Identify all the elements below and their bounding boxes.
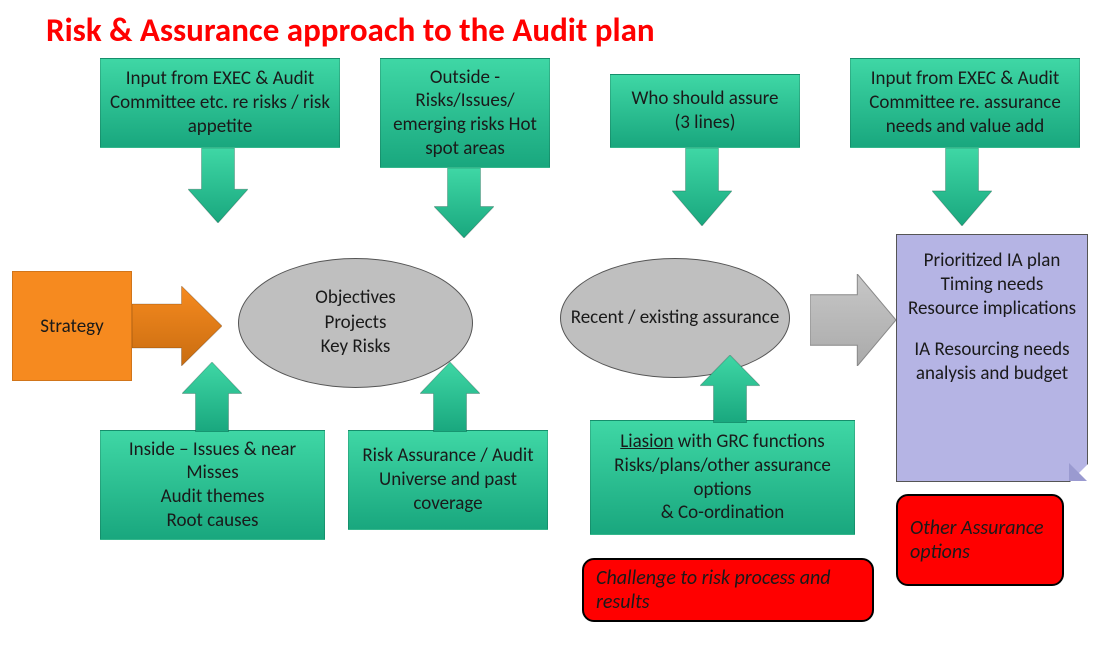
arrow-strategy-right [132, 286, 222, 366]
bottom-box-1-label: Risk Assurance / Audit Universe and past… [357, 444, 539, 515]
output-line-0: Prioritized IA plan [907, 249, 1077, 273]
output-box: Prioritized IA plan Timing needs Resourc… [896, 234, 1088, 482]
strategy-box: Strategy [12, 271, 132, 381]
bottom-box-2: Liasion with GRC functions Risks/plans/o… [590, 420, 855, 535]
top-box-0: Input from EXEC & Audit Committee etc. r… [100, 58, 340, 148]
page-curl-icon [1070, 464, 1088, 482]
red-box-1: Other Assurance options [896, 494, 1064, 586]
strategy-label: Strategy [40, 315, 103, 338]
arrow-up-1 [420, 362, 480, 432]
arrow-output-right [810, 274, 896, 366]
arrow-up-0 [182, 362, 242, 432]
top-box-3: Input from EXEC & Audit Committee re. as… [850, 58, 1080, 148]
output-line-4: IA Resourcing needs analysis and budget [907, 338, 1077, 386]
bottom-box-0: Inside – Issues & near MissesAudit theme… [100, 430, 325, 540]
bottom-box-2-label: Liasion with GRC functions Risks/plans/o… [599, 430, 846, 525]
top-box-2: Who should assure(3 lines) [610, 74, 800, 148]
ellipse-0-label: ObjectivesProjectsKey Risks [315, 286, 395, 360]
red-box-0-label: Challenge to risk process and results [596, 566, 860, 614]
output-line-3 [907, 320, 1077, 338]
arrow-up-2 [700, 355, 760, 423]
top-box-3-label: Input from EXEC & Audit Committee re. as… [859, 67, 1071, 138]
output-line-1: Timing needs [907, 273, 1077, 297]
red-box-1-label: Other Assurance options [910, 516, 1050, 564]
arrow-down-2 [672, 148, 732, 226]
ellipse-1-label: Recent / existing assurance [571, 306, 780, 331]
top-box-2-label: Who should assure(3 lines) [631, 87, 778, 135]
top-box-0-label: Input from EXEC & Audit Committee etc. r… [109, 67, 331, 138]
top-box-1-label: Outside - Risks/Issues/ emerging risks H… [389, 66, 541, 161]
arrow-down-1 [434, 168, 494, 238]
output-line-2: Resource implications [907, 297, 1077, 321]
top-box-1: Outside - Risks/Issues/ emerging risks H… [380, 58, 550, 168]
arrow-down-3 [932, 148, 992, 226]
page-title: Risk & Assurance approach to the Audit p… [46, 10, 655, 50]
bottom-box-0-label: Inside – Issues & near MissesAudit theme… [109, 438, 316, 533]
bottom-box-1: Risk Assurance / Audit Universe and past… [348, 430, 548, 530]
red-box-0: Challenge to risk process and results [582, 558, 874, 622]
arrow-down-0 [188, 148, 248, 223]
